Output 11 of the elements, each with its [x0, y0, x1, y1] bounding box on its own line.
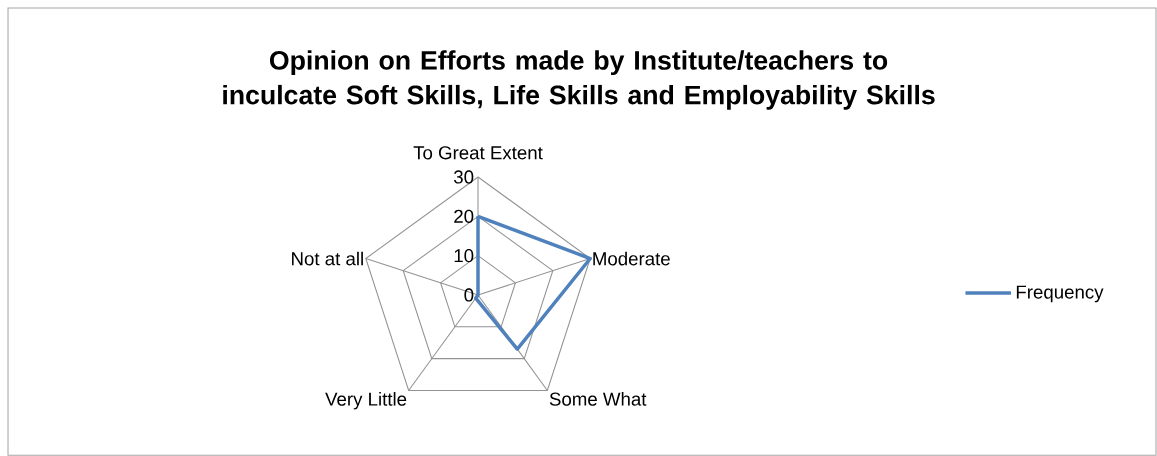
spoke-label: Some What [549, 392, 647, 406]
chart-title: Opinion on Efforts made by Institute/teachers to inculcate Soft Skills, Life Skills and Employability Skills [223, 50, 935, 110]
spoke-label: Not at all [292, 251, 363, 266]
spoke-label: Moderate [593, 251, 670, 266]
y-tick-label: 20 [454, 209, 474, 223]
y-tick-label: 10 [454, 249, 474, 263]
spoke-label: Very Little [325, 392, 407, 410]
spoke-label: To Great Extent [413, 146, 543, 160]
y-tick-label: 30 [454, 170, 474, 184]
y-tick-label: 0 [464, 288, 474, 302]
legend-label: Frequency [1016, 285, 1104, 303]
